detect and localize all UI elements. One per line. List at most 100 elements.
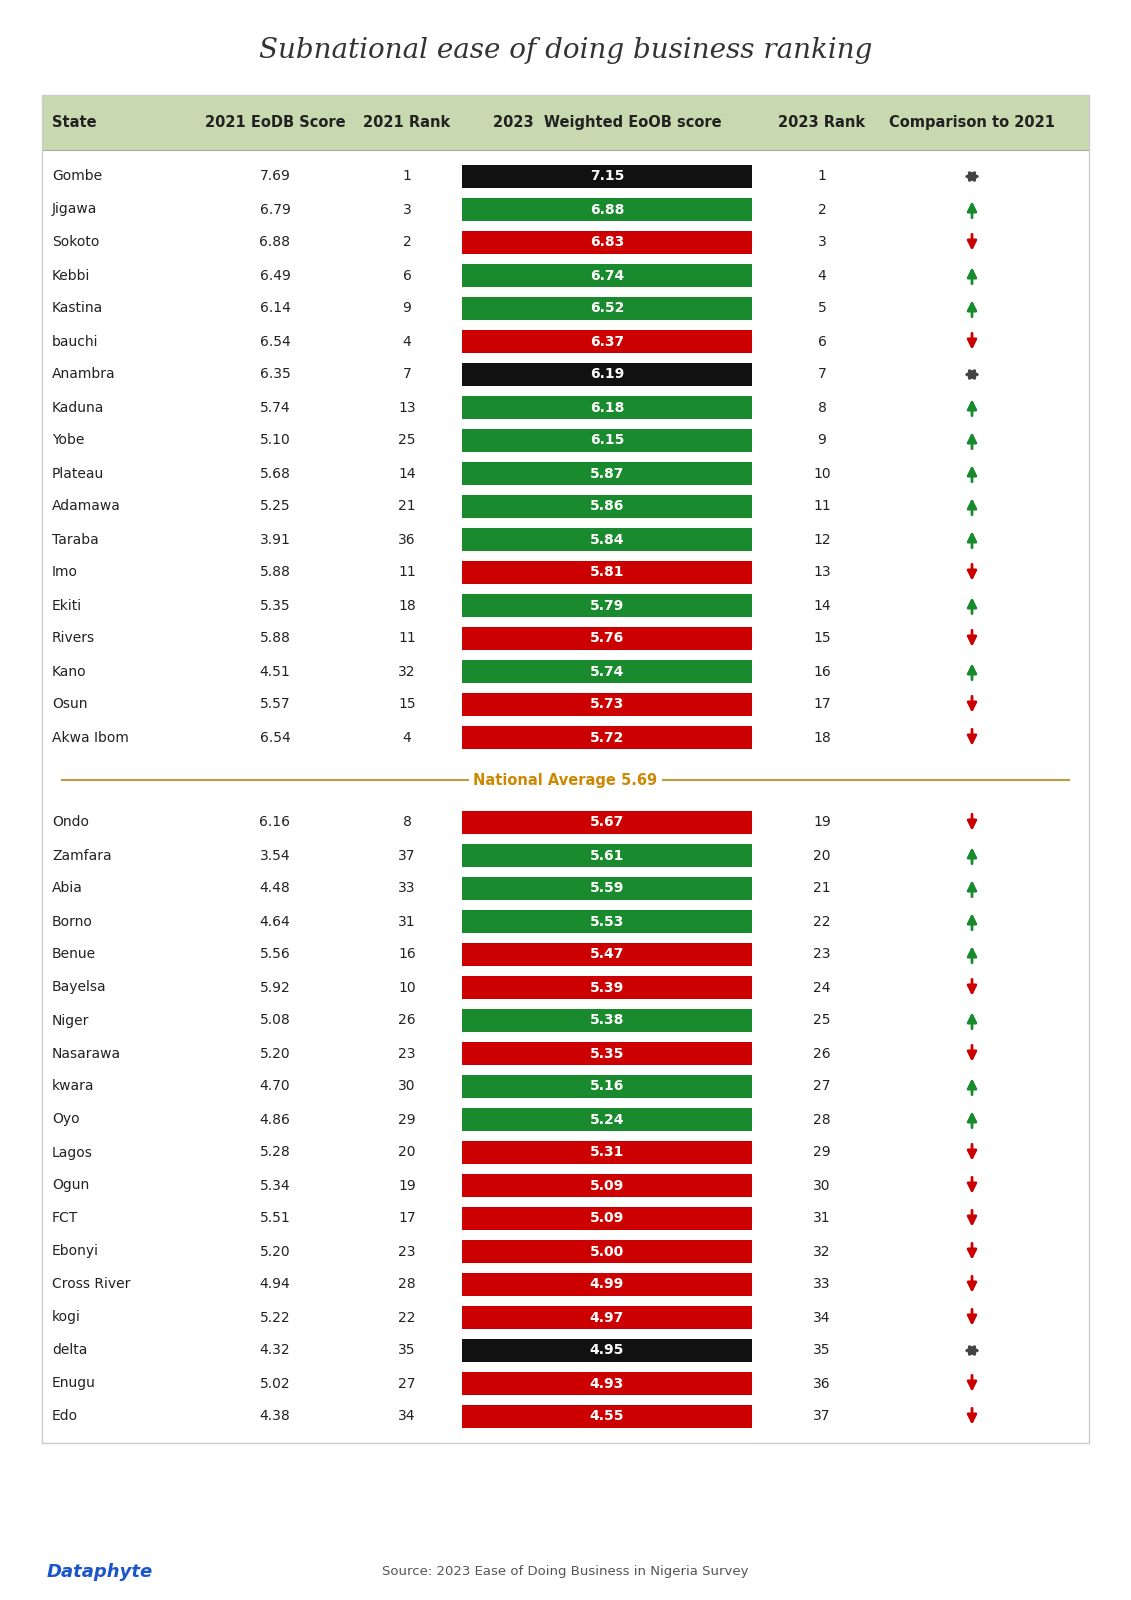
Text: 5.35: 5.35 (589, 1046, 624, 1061)
Text: 34: 34 (813, 1310, 831, 1325)
Text: 2: 2 (403, 235, 412, 250)
Text: 4.95: 4.95 (589, 1344, 624, 1357)
Bar (461, 1306, 752, 1330)
Text: 4.64: 4.64 (260, 915, 291, 928)
Bar (461, 1107, 752, 1131)
Bar (461, 298, 752, 320)
Bar (461, 627, 752, 650)
Text: 5.38: 5.38 (589, 1013, 624, 1027)
Text: 30: 30 (398, 1080, 416, 1093)
Text: 23: 23 (398, 1245, 416, 1259)
Text: 20: 20 (813, 848, 831, 862)
Bar (461, 429, 752, 453)
Text: Jigawa: Jigawa (52, 203, 97, 216)
Text: 1: 1 (818, 170, 827, 184)
Text: 13: 13 (813, 565, 831, 579)
Text: 5.81: 5.81 (589, 565, 624, 579)
Text: 5.47: 5.47 (589, 947, 624, 962)
Bar (461, 942, 752, 966)
Text: 28: 28 (398, 1277, 416, 1291)
Text: 5.20: 5.20 (260, 1245, 291, 1259)
Bar (461, 230, 752, 254)
Text: 4.32: 4.32 (260, 1344, 291, 1357)
Text: 29: 29 (813, 1146, 831, 1160)
Bar (461, 910, 752, 933)
Text: kwara: kwara (52, 1080, 95, 1093)
Text: 25: 25 (398, 434, 416, 448)
Text: 5.88: 5.88 (259, 565, 291, 579)
Text: 6.15: 6.15 (589, 434, 624, 448)
Text: 6.54: 6.54 (260, 731, 291, 744)
Text: 6.52: 6.52 (589, 301, 624, 315)
Text: Akwa Ibom: Akwa Ibom (52, 731, 129, 744)
Text: 36: 36 (398, 533, 416, 547)
Text: 5.72: 5.72 (589, 731, 624, 744)
Text: 33: 33 (813, 1277, 831, 1291)
Bar (461, 1405, 752, 1429)
Bar (461, 1371, 752, 1395)
Text: Imo: Imo (52, 565, 78, 579)
Text: Ondo: Ondo (52, 816, 89, 829)
Text: 5: 5 (818, 301, 827, 315)
Text: 5.25: 5.25 (260, 499, 291, 514)
Text: 1: 1 (403, 170, 412, 184)
Text: 7: 7 (403, 368, 412, 381)
Bar (42, 94, 1089, 1443)
Text: Ekiti: Ekiti (52, 598, 83, 613)
Text: 3: 3 (403, 203, 412, 216)
Text: 7.69: 7.69 (259, 170, 291, 184)
Text: 6.88: 6.88 (589, 203, 624, 216)
Text: 5.39: 5.39 (590, 981, 624, 995)
Text: 6.88: 6.88 (259, 235, 291, 250)
Text: 6.79: 6.79 (259, 203, 291, 216)
Text: 37: 37 (813, 1410, 831, 1424)
Text: 34: 34 (398, 1410, 416, 1424)
Text: 4.93: 4.93 (590, 1376, 624, 1390)
Text: 5.68: 5.68 (259, 467, 291, 480)
Text: Abia: Abia (52, 882, 83, 896)
Text: 14: 14 (813, 598, 831, 613)
Text: 27: 27 (398, 1376, 416, 1390)
Text: 26: 26 (813, 1046, 831, 1061)
Text: 5.53: 5.53 (589, 915, 624, 928)
Text: National Average 5.69: National Average 5.69 (474, 773, 657, 787)
Bar (461, 462, 752, 485)
Text: 28: 28 (813, 1112, 831, 1126)
Text: 5.84: 5.84 (589, 533, 624, 547)
Text: 16: 16 (813, 664, 831, 678)
Text: Kano: Kano (52, 664, 87, 678)
Bar (461, 693, 752, 717)
Text: 8: 8 (403, 816, 412, 829)
Text: 30: 30 (813, 1179, 831, 1192)
Text: 27: 27 (813, 1080, 831, 1093)
Text: 5.08: 5.08 (260, 1013, 291, 1027)
Bar (461, 1240, 752, 1262)
Text: 11: 11 (813, 499, 831, 514)
Text: 5.31: 5.31 (589, 1146, 624, 1160)
Text: 5.02: 5.02 (260, 1376, 291, 1390)
Text: Enugu: Enugu (52, 1376, 96, 1390)
Text: 2021 EoDB Score: 2021 EoDB Score (205, 115, 345, 130)
Text: 22: 22 (398, 1310, 416, 1325)
Text: 21: 21 (813, 882, 831, 896)
Text: 5.87: 5.87 (589, 467, 624, 480)
Text: 3: 3 (818, 235, 827, 250)
Bar (461, 1010, 752, 1032)
Text: Oyo: Oyo (52, 1112, 79, 1126)
Text: 4: 4 (403, 334, 412, 349)
Text: Yobe: Yobe (52, 434, 85, 448)
Text: Edo: Edo (52, 1410, 78, 1424)
Bar (461, 395, 752, 419)
Text: 6.35: 6.35 (260, 368, 291, 381)
Text: 5.34: 5.34 (260, 1179, 291, 1192)
Text: Gombe: Gombe (52, 170, 102, 184)
Text: 5.09: 5.09 (590, 1179, 624, 1192)
Bar (461, 330, 752, 354)
Text: 12: 12 (813, 533, 831, 547)
Text: 5.28: 5.28 (260, 1146, 291, 1160)
Text: State: State (52, 115, 96, 130)
Text: 4.94: 4.94 (260, 1277, 291, 1291)
Text: Ebonyi: Ebonyi (52, 1245, 100, 1259)
Text: 5.20: 5.20 (260, 1046, 291, 1061)
Text: 5.35: 5.35 (260, 598, 291, 613)
